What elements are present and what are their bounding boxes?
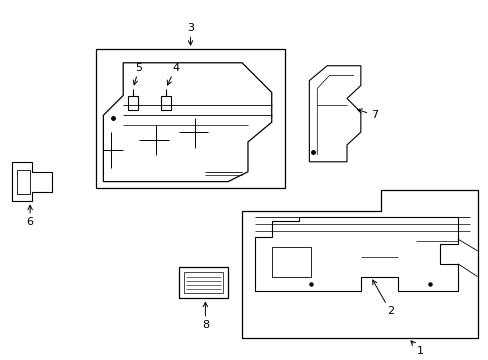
Bar xyxy=(96,49,284,188)
Text: 1: 1 xyxy=(410,341,423,356)
Text: 7: 7 xyxy=(357,109,377,120)
Text: 6: 6 xyxy=(26,205,34,227)
Text: 3: 3 xyxy=(186,23,194,45)
Text: 4: 4 xyxy=(167,63,179,85)
Text: 2: 2 xyxy=(372,280,393,316)
Text: 5: 5 xyxy=(133,63,142,85)
Text: 8: 8 xyxy=(202,302,208,330)
